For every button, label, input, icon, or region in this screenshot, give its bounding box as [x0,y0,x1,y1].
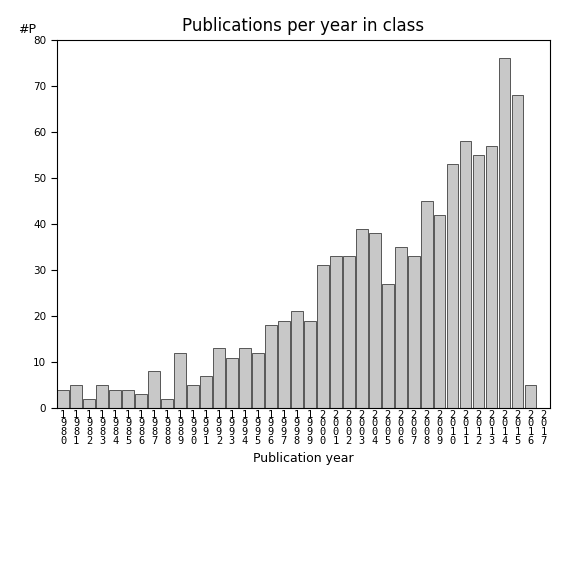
Bar [226,358,238,408]
Bar [304,321,316,408]
Bar [70,385,82,408]
Y-axis label: #P: #P [18,23,36,36]
Bar [317,265,329,408]
Bar [83,399,95,408]
Bar [136,395,147,408]
Bar [434,215,446,408]
Bar [148,371,160,408]
Bar [382,284,393,408]
Bar [343,256,354,408]
Bar [395,247,407,408]
Bar [499,58,510,408]
Bar [174,353,186,408]
Bar [330,256,342,408]
Bar [200,376,212,408]
Bar [278,321,290,408]
Bar [109,390,121,408]
Bar [96,385,108,408]
Bar [421,201,433,408]
Bar [473,155,484,408]
Bar [252,353,264,408]
Bar [122,390,134,408]
Bar [213,348,225,408]
Bar [369,233,380,408]
Bar [524,385,536,408]
Bar [408,256,420,408]
Bar [486,146,497,408]
Bar [239,348,251,408]
Bar [460,141,471,408]
Bar [57,390,69,408]
Bar [511,95,523,408]
Bar [161,399,173,408]
Bar [447,164,459,408]
Bar [187,385,199,408]
Bar [291,311,303,408]
X-axis label: Publication year: Publication year [253,451,354,464]
Bar [356,229,367,408]
Title: Publications per year in class: Publications per year in class [182,18,425,35]
Bar [265,325,277,408]
